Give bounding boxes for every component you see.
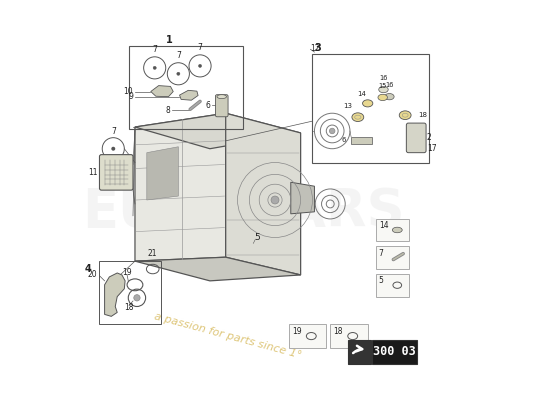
Text: 7: 7 [176,51,181,60]
FancyBboxPatch shape [216,95,228,117]
Polygon shape [104,273,125,316]
Bar [372,340,417,364]
Text: 8: 8 [166,106,170,114]
Circle shape [153,66,156,70]
Text: 9: 9 [128,92,133,101]
Text: 6: 6 [205,101,210,110]
Circle shape [177,72,180,75]
Polygon shape [135,113,301,149]
Text: 5: 5 [379,276,383,285]
Bar [376,218,409,242]
Text: 18: 18 [333,327,343,336]
Bar [376,274,409,297]
Bar [330,324,368,348]
Ellipse shape [362,100,373,107]
Ellipse shape [378,94,387,101]
Text: 19: 19 [122,268,132,278]
Text: 2: 2 [427,133,432,142]
Text: 10: 10 [123,87,133,96]
Text: 6: 6 [342,138,346,144]
Ellipse shape [217,95,227,99]
Text: 11: 11 [88,168,97,177]
Ellipse shape [352,113,364,122]
Text: 1: 1 [166,35,173,45]
Ellipse shape [392,227,402,233]
Bar [100,261,161,324]
Polygon shape [147,147,178,200]
Text: 14: 14 [379,221,388,230]
Bar [376,246,409,269]
Polygon shape [135,257,301,281]
Text: 3: 3 [315,43,321,53]
Text: a passion for parts since 1°: a passion for parts since 1° [153,312,302,361]
Circle shape [271,196,279,204]
Text: EUROCARS: EUROCARS [82,186,405,238]
Text: 18: 18 [418,112,427,118]
Circle shape [134,295,140,301]
Text: 16: 16 [385,82,394,88]
Bar [351,137,372,144]
Ellipse shape [399,111,411,120]
Text: 20: 20 [88,270,97,280]
Circle shape [111,147,116,151]
Text: 14: 14 [358,91,366,97]
Text: 13: 13 [343,103,352,109]
Circle shape [329,128,335,134]
Ellipse shape [384,94,394,100]
Text: 18: 18 [124,303,134,312]
Bar [289,324,326,348]
Ellipse shape [379,86,388,93]
Polygon shape [291,182,315,214]
FancyBboxPatch shape [406,123,426,153]
Text: 7: 7 [197,44,202,52]
Circle shape [199,64,202,68]
Text: 16: 16 [379,75,388,81]
Text: 300 03: 300 03 [373,345,416,358]
Text: 21: 21 [148,249,157,258]
Polygon shape [179,90,198,100]
Text: 17: 17 [427,144,437,153]
Text: 19: 19 [292,327,301,336]
Text: 12: 12 [311,44,320,53]
Text: 15: 15 [378,83,387,89]
Bar [129,46,244,129]
Text: 7: 7 [111,127,116,136]
Text: 5: 5 [254,233,260,242]
Text: 7: 7 [379,248,383,258]
Polygon shape [226,113,301,275]
Text: 7: 7 [152,46,157,54]
Bar [312,54,429,162]
Text: 4: 4 [85,264,92,274]
Bar [348,340,371,364]
FancyBboxPatch shape [100,155,133,190]
Polygon shape [151,86,173,97]
Polygon shape [135,113,226,261]
